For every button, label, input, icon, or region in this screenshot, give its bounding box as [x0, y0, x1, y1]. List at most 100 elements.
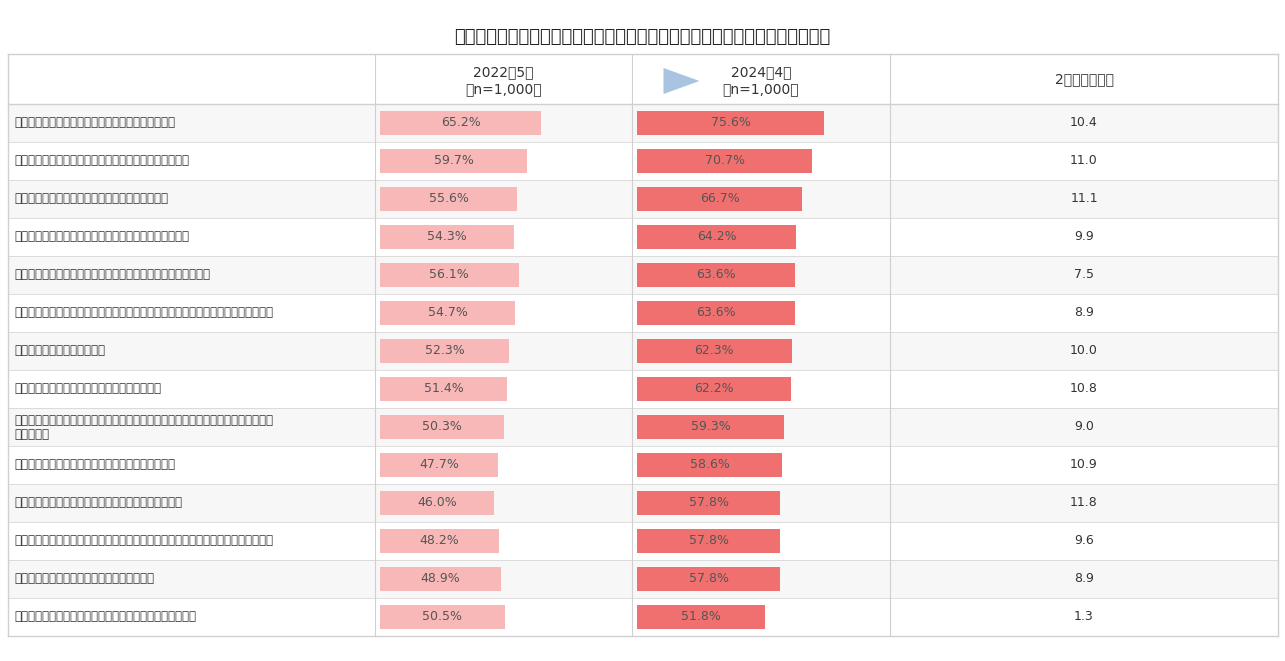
- Text: 57.8%: 57.8%: [689, 535, 729, 547]
- Text: キャベツなど外葉をとって簡易包装されて販売: キャベツなど外葉をとって簡易包装されて販売: [14, 383, 161, 395]
- Bar: [380, 149, 527, 173]
- Text: お刺身は「つま無し」で販売: お刺身は「つま無し」で販売: [14, 344, 105, 358]
- Text: 57.8%: 57.8%: [689, 572, 729, 586]
- Text: きらびやかな照明など過剰な演出を控えたエコな売り場: きらびやかな照明など過剰な演出を控えたエコな売り場: [14, 231, 189, 243]
- Bar: [637, 453, 783, 477]
- Text: 肉や魚のトレー販売削減（袋や、紙包装で販売）: 肉や魚のトレー販売削減（袋や、紙包装で販売）: [14, 192, 168, 206]
- Text: 食品スーパーで実施されているサステナブルな取り組みのうち関心のあるもの: 食品スーパーで実施されているサステナブルな取り組みのうち関心のあるもの: [454, 28, 830, 46]
- Bar: [637, 149, 812, 173]
- Bar: [8, 522, 1279, 560]
- Text: 7.5: 7.5: [1074, 268, 1094, 282]
- Bar: [380, 377, 508, 401]
- Polygon shape: [663, 68, 699, 94]
- Bar: [637, 263, 794, 287]
- Text: 57.8%: 57.8%: [689, 496, 729, 510]
- Text: 10.0: 10.0: [1070, 344, 1097, 358]
- Text: 48.2%: 48.2%: [420, 535, 460, 547]
- Text: 47.7%: 47.7%: [419, 459, 459, 471]
- Bar: [380, 453, 497, 477]
- Text: 2022年5月: 2022年5月: [473, 65, 533, 79]
- Text: 46.0%: 46.0%: [416, 496, 456, 510]
- Text: レシピ紹介: レシピ紹介: [14, 428, 49, 440]
- Bar: [8, 446, 1279, 484]
- Bar: [8, 598, 1279, 636]
- Text: 51.4%: 51.4%: [424, 383, 464, 395]
- Text: 54.3%: 54.3%: [427, 231, 466, 243]
- Text: バラ売り・量り売りでお客様が必要な分だけ買えるように販売: バラ売り・量り売りでお客様が必要な分だけ買えるように販売: [14, 268, 209, 282]
- Text: 10.9: 10.9: [1070, 459, 1097, 471]
- Text: 節分の恵方巻等、これまで当日販売中心だった催事商品を原則予約販売に切り替え: 節分の恵方巻等、これまで当日販売中心だった催事商品を原則予約販売に切り替え: [14, 535, 272, 547]
- Text: 52.3%: 52.3%: [425, 344, 464, 358]
- Text: 魚をおろし、刺身や切り身にした後の「あら」の販売: 魚をおろし、刺身や切り身にした後の「あら」の販売: [14, 496, 182, 510]
- Bar: [8, 142, 1279, 180]
- Text: （n=1,000）: （n=1,000）: [722, 82, 799, 96]
- Bar: [380, 225, 514, 249]
- Bar: [637, 605, 766, 629]
- Bar: [637, 377, 792, 401]
- Bar: [380, 415, 504, 439]
- Text: 75.6%: 75.6%: [711, 116, 750, 130]
- Bar: [8, 484, 1279, 522]
- Text: 10.8: 10.8: [1070, 383, 1097, 395]
- Text: 2024年4月: 2024年4月: [731, 65, 792, 79]
- Text: 11.8: 11.8: [1070, 496, 1097, 510]
- Bar: [637, 529, 780, 553]
- Text: 66.7%: 66.7%: [700, 192, 740, 206]
- Text: 購入金額の一部を環境改善のための取り組みへ寄付: 購入金額の一部を環境改善のための取り組みへ寄付: [14, 459, 175, 471]
- Bar: [8, 370, 1279, 408]
- Text: 48.9%: 48.9%: [420, 572, 460, 586]
- Text: 62.3%: 62.3%: [694, 344, 734, 358]
- Text: 10.4: 10.4: [1070, 116, 1097, 130]
- Text: 11.1: 11.1: [1070, 192, 1097, 206]
- Bar: [8, 104, 1279, 142]
- Text: 保冷剤をお店で回収・洗浄消毒をして再利用: 保冷剤をお店で回収・洗浄消毒をして再利用: [14, 572, 154, 586]
- Text: 8.9: 8.9: [1074, 572, 1094, 586]
- Text: 2年前との増減: 2年前との増減: [1055, 72, 1114, 86]
- Text: 9.6: 9.6: [1074, 535, 1094, 547]
- Bar: [380, 301, 515, 325]
- Text: 9.9: 9.9: [1074, 231, 1094, 243]
- Bar: [380, 339, 509, 363]
- Text: 消費期限・賞味期限が間近な商品を割引価格で販売: 消費期限・賞味期限が間近な商品を割引価格で販売: [14, 116, 175, 130]
- Text: 59.3%: 59.3%: [690, 420, 730, 434]
- Text: 賞味期限が近付いた野菜・果物をまとめて陳列して販売: 賞味期限が近付いた野菜・果物をまとめて陳列して販売: [14, 155, 189, 167]
- Bar: [637, 111, 825, 135]
- Bar: [8, 294, 1279, 332]
- Text: 63.6%: 63.6%: [696, 307, 736, 319]
- Text: 9.0: 9.0: [1074, 420, 1094, 434]
- Bar: [8, 408, 1279, 446]
- Bar: [380, 263, 519, 287]
- Text: 11.0: 11.0: [1070, 155, 1097, 167]
- Text: 50.3%: 50.3%: [423, 420, 463, 434]
- Bar: [637, 415, 784, 439]
- Bar: [637, 225, 797, 249]
- Bar: [637, 187, 802, 211]
- Text: 54.7%: 54.7%: [428, 307, 468, 319]
- Text: 62.2%: 62.2%: [694, 383, 734, 395]
- Text: 58.6%: 58.6%: [690, 459, 730, 471]
- Bar: [637, 301, 794, 325]
- Text: 食べる人数に合わせて適切な量を教えてくれるレシピ紹介: 食べる人数に合わせて適切な量を教えてくれるレシピ紹介: [14, 611, 197, 623]
- Bar: [380, 605, 505, 629]
- Bar: [380, 187, 518, 211]
- Bar: [8, 560, 1279, 598]
- Text: 捨ててしまいがちな食材の一部（野菜の端材、魚の骨など）を美味しく食べ切れる: 捨ててしまいがちな食材の一部（野菜の端材、魚の骨など）を美味しく食べ切れる: [14, 414, 272, 426]
- Text: 56.1%: 56.1%: [429, 268, 469, 282]
- Text: 55.6%: 55.6%: [429, 192, 469, 206]
- Text: 65.2%: 65.2%: [441, 116, 481, 130]
- Text: 1.3: 1.3: [1074, 611, 1094, 623]
- Text: 63.6%: 63.6%: [696, 268, 736, 282]
- Text: 51.8%: 51.8%: [681, 611, 721, 623]
- Bar: [8, 180, 1279, 218]
- Bar: [8, 218, 1279, 256]
- Bar: [8, 256, 1279, 294]
- Text: 64.2%: 64.2%: [696, 231, 736, 243]
- Text: （n=1,000）: （n=1,000）: [465, 82, 542, 96]
- Bar: [8, 332, 1279, 370]
- Text: 59.7%: 59.7%: [434, 155, 474, 167]
- Text: 8.9: 8.9: [1074, 307, 1094, 319]
- Text: 50.5%: 50.5%: [423, 611, 463, 623]
- Text: 70.7%: 70.7%: [704, 155, 745, 167]
- Bar: [637, 491, 780, 515]
- Bar: [637, 567, 780, 591]
